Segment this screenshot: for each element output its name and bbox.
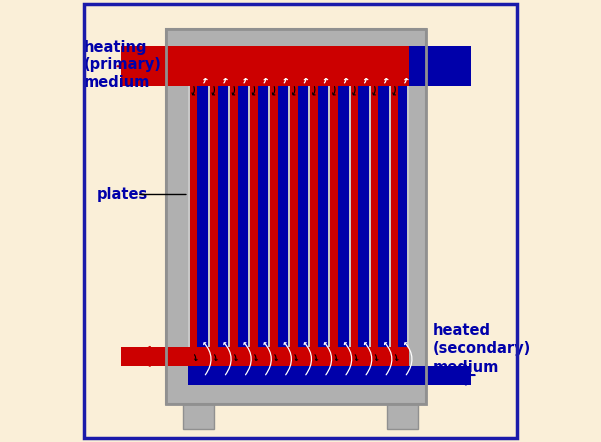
Bar xyxy=(183,404,215,429)
Bar xyxy=(188,46,409,86)
Bar xyxy=(208,86,210,347)
Bar xyxy=(391,86,398,347)
Bar xyxy=(190,86,198,347)
Bar xyxy=(310,86,318,347)
Bar xyxy=(121,347,188,366)
Bar xyxy=(308,86,310,347)
FancyArrow shape xyxy=(117,56,144,76)
Bar xyxy=(350,86,358,347)
Bar xyxy=(368,86,371,347)
Bar xyxy=(166,29,427,404)
Bar xyxy=(188,46,409,385)
Bar xyxy=(270,86,278,347)
FancyArrow shape xyxy=(448,365,475,385)
Bar xyxy=(407,86,409,347)
Bar xyxy=(166,29,427,404)
Bar xyxy=(250,86,258,347)
Bar xyxy=(268,86,270,347)
Bar xyxy=(389,86,391,347)
Bar xyxy=(331,86,338,347)
Bar xyxy=(228,86,230,347)
Bar xyxy=(409,46,471,86)
Bar xyxy=(121,46,188,86)
Bar xyxy=(386,404,418,429)
Bar xyxy=(230,86,237,347)
FancyArrow shape xyxy=(431,56,457,76)
Bar xyxy=(349,86,350,347)
Bar xyxy=(288,86,290,347)
Bar xyxy=(328,86,331,347)
Bar xyxy=(188,347,409,366)
Bar xyxy=(210,86,218,347)
Text: heating
(primary)
medium: heating (primary) medium xyxy=(84,40,162,90)
Bar xyxy=(290,86,298,347)
Bar xyxy=(188,86,190,347)
Text: plates: plates xyxy=(97,187,148,202)
Bar xyxy=(371,86,378,347)
Bar xyxy=(188,366,409,385)
Text: heated
(secondary)
medium: heated (secondary) medium xyxy=(433,323,531,375)
Bar xyxy=(248,86,250,347)
FancyArrow shape xyxy=(133,347,159,366)
Bar xyxy=(409,366,471,385)
